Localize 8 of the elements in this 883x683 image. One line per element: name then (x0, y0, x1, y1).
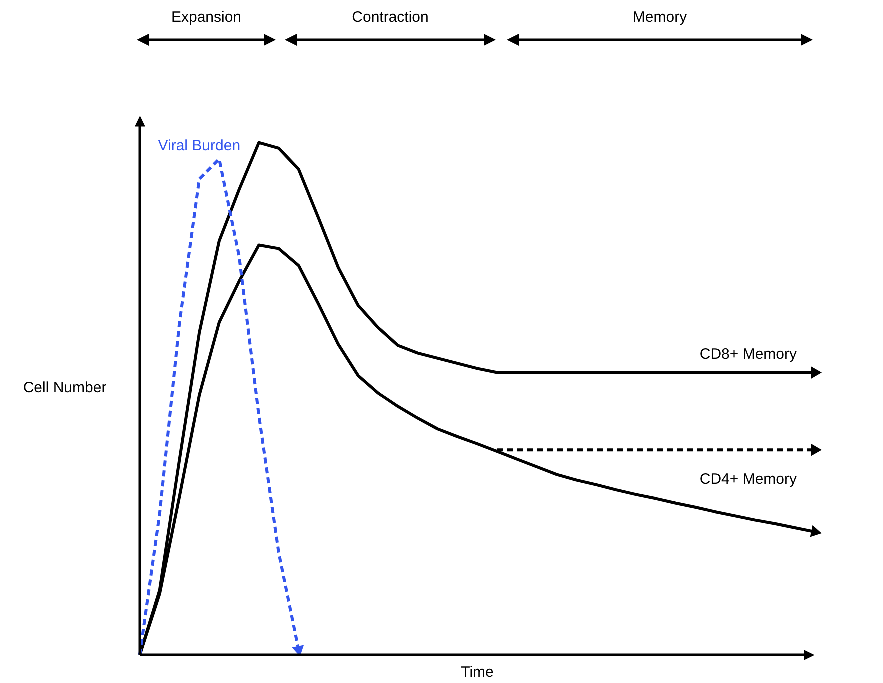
text: Expansion (170, 9, 243, 26)
text: Memory (632, 9, 688, 26)
series-label: CD8+ Memory (700, 346, 798, 363)
x-axis-title: Time (461, 664, 494, 682)
series-label: Viral Burden (158, 137, 241, 154)
series-label: CD4+ Memory (700, 471, 798, 488)
text: Contraction (351, 9, 430, 26)
y-axis-title: Cell Number (23, 380, 107, 397)
